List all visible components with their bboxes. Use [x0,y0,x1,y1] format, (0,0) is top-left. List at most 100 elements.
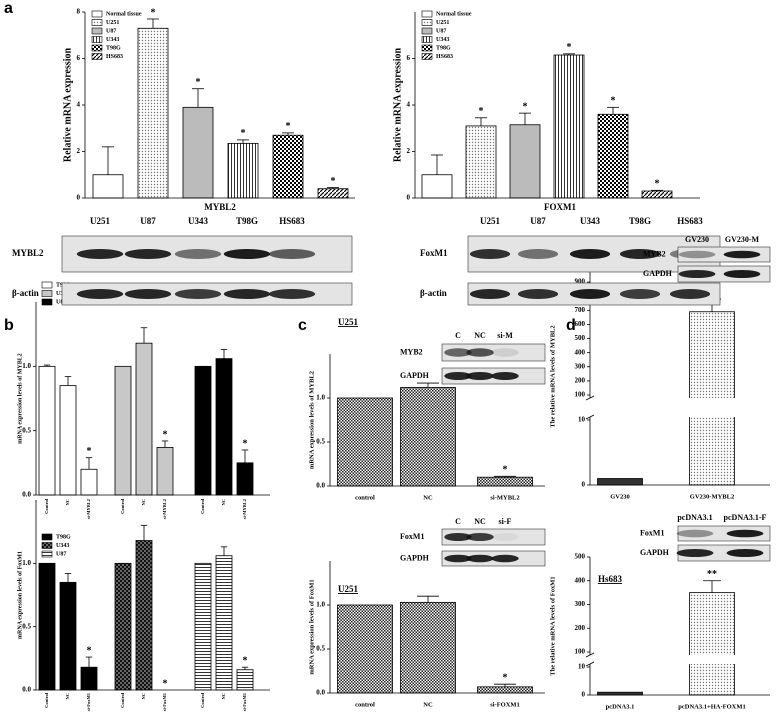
lane-label: C [455,517,461,526]
x-tick-label: si-MYBL2 [242,498,247,519]
legend-swatch [421,44,433,52]
blot-band [569,289,611,299]
legend-label: U87 [106,28,116,34]
significance-mark: * [241,128,246,139]
x-tick-label: Control [44,692,49,708]
bar [477,686,533,694]
y-tick-label: 0.0 [316,689,325,697]
legend-label: U87 [436,28,446,34]
x-tick-label: Control [120,498,125,514]
blot-frame [677,525,771,542]
significance-mark: * [567,42,572,53]
bar [194,365,212,496]
y-tick-label: 0.5 [316,645,325,653]
blot-band [678,270,716,278]
legend-label: T98G [56,534,71,540]
legend-swatch [421,19,433,26]
y-tick-label: 200 [575,376,586,384]
y-axis-label: The relative mRNA levels of MYBL2 [549,325,556,427]
bar [317,188,349,199]
blot-band [723,270,761,278]
x-tick-label: NC [221,499,226,506]
significance-mark: * [163,678,168,689]
blot-band [466,533,494,541]
bar [337,604,393,694]
lane-label: U87 [530,216,546,226]
legend-label: U343 [56,543,69,549]
blot-band [466,372,494,380]
bar [92,174,124,199]
blot-band [619,249,661,259]
x-tick-label: pcDNA3.1 [606,703,635,710]
blot-band [469,289,511,299]
y-tick-label: 400 [575,576,586,584]
row-label: β-actin [420,288,447,298]
y-tick-label: 0.0 [316,482,325,490]
y-tick-label: 200 [575,624,586,632]
blot-band [174,249,222,259]
bar [182,106,214,199]
blot-band [444,533,472,541]
blot-band [469,249,511,259]
y-tick-label: 0.0 [22,491,31,499]
blot-band [726,549,764,557]
bar [135,540,153,691]
bar [553,54,585,199]
axis-break [586,398,770,417]
panel-label: c [298,317,307,334]
lane-label: GV230 [685,235,709,244]
y-tick-label: 1.0 [316,394,325,402]
lane-label: GV230-M [725,235,760,244]
blot-band [491,348,519,357]
legend-label: Normal tissue [436,11,472,17]
y-axis-label: Relative mRNA expression [392,47,403,162]
bar [641,190,673,199]
blot-band [726,529,764,538]
blot-band [723,250,761,259]
significance-mark: * [503,672,508,683]
legend-swatch [421,36,433,43]
y-tick-label: 600 [575,320,586,328]
lane-label: HS683 [677,216,703,226]
row-label: GAPDH [640,548,670,557]
y-tick-label: 300 [575,600,586,608]
significance-mark: * [196,77,201,88]
lane-label: NC [474,331,486,340]
lane-label: U343 [188,216,208,226]
legend-label: U87 [56,551,66,557]
x-tick-label: control [355,701,375,708]
x-tick-label: si-FoxM1 [162,692,167,711]
x-axis-label: FOXM1 [544,202,576,212]
blot-band [444,372,472,380]
bar [421,174,453,199]
y-tick-label: 1.0 [22,362,31,370]
significance-mark: * [87,446,92,457]
y-tick-label: 0 [407,194,411,202]
row-label: GAPDH [643,269,673,278]
panel-label: b [4,317,14,334]
x-tick-label: Control [120,692,125,708]
y-tick-label: 400 [575,348,586,356]
y-tick-label: 10 [578,663,586,671]
legend-swatch [91,27,103,35]
legend-label: U343 [106,37,119,43]
bar [194,562,212,691]
legend-label: HS683 [436,54,453,60]
blot-band [76,249,124,259]
row-label: FoxM1 [400,532,424,541]
significance-mark: ** [707,569,717,580]
lane-label: pcDNA3.1 [677,513,712,522]
bar [59,385,77,496]
y-axis-label: mRNA expression levels of MYBL2 [17,353,23,444]
blot-band [444,554,472,563]
legend-swatch [41,298,53,306]
blot-band [466,554,494,563]
blot-band [678,250,716,259]
axis-break [586,655,770,664]
lane-label: T98G [629,216,651,226]
row-label: FoxM1 [420,248,448,258]
bar [38,365,56,496]
y-tick-label: 0 [582,691,586,699]
blot-band [491,554,519,563]
